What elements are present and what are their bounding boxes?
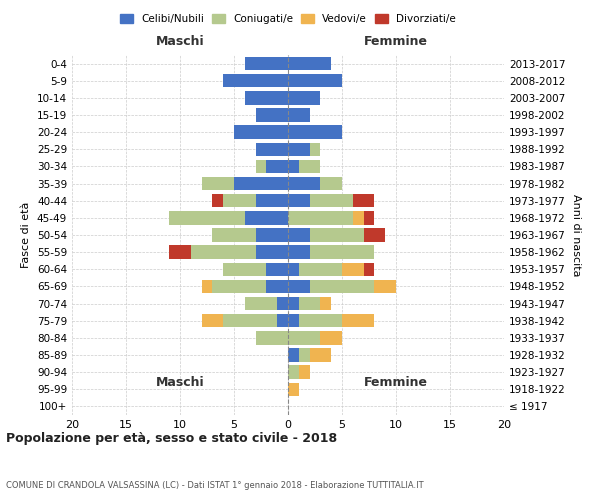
- Legend: Celibi/Nubili, Coniugati/e, Vedovi/e, Divorziati/e: Celibi/Nubili, Coniugati/e, Vedovi/e, Di…: [116, 10, 460, 29]
- Bar: [353, 211, 364, 224]
- Bar: [223, 262, 266, 276]
- Bar: [288, 280, 310, 293]
- Bar: [234, 177, 288, 190]
- Bar: [169, 211, 245, 224]
- Bar: [202, 280, 212, 293]
- Text: Femmine: Femmine: [364, 376, 428, 389]
- Bar: [288, 108, 310, 122]
- Bar: [288, 366, 299, 379]
- Bar: [288, 262, 299, 276]
- Bar: [299, 262, 342, 276]
- Bar: [266, 262, 288, 276]
- Bar: [310, 194, 353, 207]
- Bar: [310, 228, 364, 241]
- Bar: [266, 280, 288, 293]
- Text: Maschi: Maschi: [155, 376, 205, 389]
- Bar: [223, 74, 288, 88]
- Y-axis label: Fasce di età: Fasce di età: [22, 202, 31, 268]
- Bar: [256, 331, 288, 344]
- Bar: [310, 246, 374, 259]
- Bar: [245, 297, 277, 310]
- Bar: [299, 314, 342, 328]
- Bar: [169, 246, 191, 259]
- Bar: [288, 382, 299, 396]
- Bar: [299, 297, 320, 310]
- Bar: [288, 126, 342, 139]
- Bar: [202, 314, 223, 328]
- Bar: [223, 314, 277, 328]
- Bar: [256, 142, 288, 156]
- Bar: [288, 314, 299, 328]
- Text: COMUNE DI CRANDOLA VALSASSINA (LC) - Dati ISTAT 1° gennaio 2018 - Elaborazione T: COMUNE DI CRANDOLA VALSASSINA (LC) - Dat…: [6, 481, 424, 490]
- Bar: [212, 280, 266, 293]
- Text: Maschi: Maschi: [155, 35, 205, 48]
- Bar: [299, 366, 310, 379]
- Bar: [288, 74, 342, 88]
- Bar: [342, 314, 374, 328]
- Bar: [234, 126, 288, 139]
- Bar: [223, 194, 256, 207]
- Text: Popolazione per età, sesso e stato civile - 2018: Popolazione per età, sesso e stato civil…: [6, 432, 337, 445]
- Bar: [320, 331, 342, 344]
- Bar: [288, 160, 299, 173]
- Bar: [288, 228, 310, 241]
- Bar: [288, 194, 310, 207]
- Bar: [320, 297, 331, 310]
- Bar: [266, 160, 288, 173]
- Bar: [256, 228, 288, 241]
- Y-axis label: Anni di nascita: Anni di nascita: [571, 194, 581, 276]
- Bar: [277, 297, 288, 310]
- Bar: [277, 314, 288, 328]
- Bar: [353, 194, 374, 207]
- Bar: [288, 57, 331, 70]
- Bar: [310, 142, 320, 156]
- Bar: [288, 142, 310, 156]
- Bar: [288, 246, 310, 259]
- Bar: [320, 177, 342, 190]
- Bar: [202, 177, 234, 190]
- Bar: [245, 211, 288, 224]
- Bar: [245, 91, 288, 104]
- Bar: [288, 211, 353, 224]
- Bar: [288, 297, 299, 310]
- Bar: [374, 280, 396, 293]
- Bar: [364, 228, 385, 241]
- Bar: [299, 160, 320, 173]
- Bar: [256, 246, 288, 259]
- Bar: [288, 177, 320, 190]
- Bar: [364, 211, 374, 224]
- Bar: [288, 91, 320, 104]
- Bar: [310, 280, 374, 293]
- Text: Femmine: Femmine: [364, 35, 428, 48]
- Bar: [212, 194, 223, 207]
- Bar: [256, 108, 288, 122]
- Bar: [245, 57, 288, 70]
- Bar: [364, 262, 374, 276]
- Bar: [288, 331, 320, 344]
- Bar: [191, 246, 256, 259]
- Bar: [212, 228, 256, 241]
- Bar: [310, 348, 331, 362]
- Bar: [256, 160, 266, 173]
- Bar: [342, 262, 364, 276]
- Bar: [288, 348, 299, 362]
- Bar: [299, 348, 310, 362]
- Bar: [256, 194, 288, 207]
